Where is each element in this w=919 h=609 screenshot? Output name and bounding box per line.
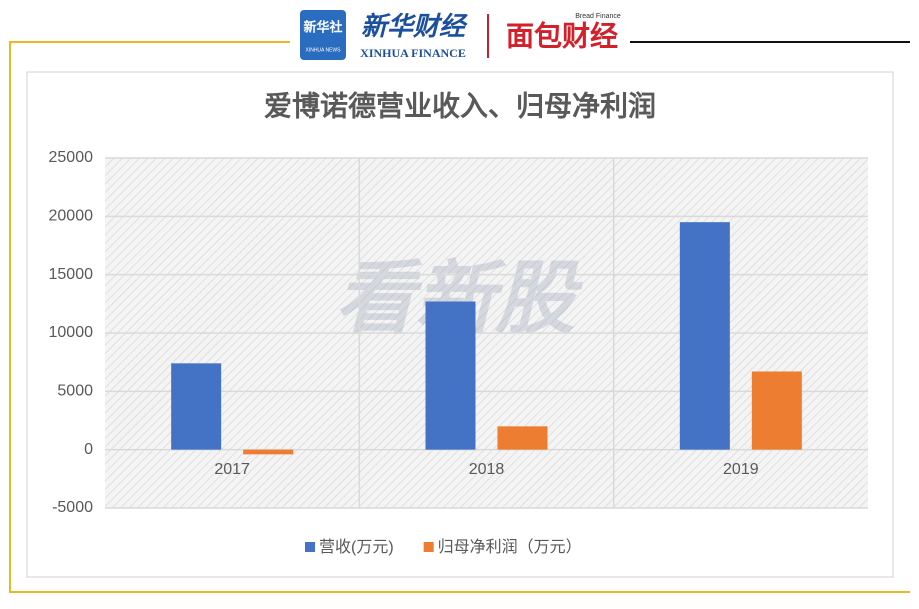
bar bbox=[679, 222, 730, 450]
bar bbox=[425, 301, 476, 450]
legend-label: 归母净利润（万元） bbox=[438, 538, 582, 556]
chart-title: 爱博诺德营业收入、归母净利润 bbox=[264, 89, 656, 121]
logo-text: 新华社 bbox=[303, 19, 342, 34]
partner-sub: Bread Finance bbox=[575, 13, 621, 20]
y-tick-label: 0 bbox=[84, 441, 93, 458]
y-tick-label: 15000 bbox=[49, 266, 94, 283]
bar bbox=[751, 371, 802, 450]
legend-label: 营收(万元) bbox=[319, 538, 394, 556]
legend-swatch bbox=[305, 542, 315, 552]
chart-layer: -5000 0 5000 10000 15000 20000 25000 2017 2018 20… bbox=[49, 149, 868, 556]
brand: 新华财经 bbox=[361, 11, 468, 41]
x-tick-label: 2018 bbox=[469, 461, 505, 478]
bar bbox=[171, 363, 222, 450]
y-tick-label: -5000 bbox=[52, 499, 93, 516]
partner: 面包财经 bbox=[506, 19, 618, 51]
brand-sub: XINHUA FINANCE bbox=[360, 46, 466, 60]
y-tick-label: 5000 bbox=[57, 383, 93, 400]
x-tick-label: 2019 bbox=[723, 461, 759, 478]
logo bbox=[300, 10, 346, 60]
legend-swatch bbox=[423, 542, 434, 552]
frame bbox=[9, 41, 910, 593]
x-tick-label: 2017 bbox=[214, 461, 250, 478]
y-tick-label: 20000 bbox=[49, 208, 94, 225]
y-tick-label: 25000 bbox=[49, 149, 94, 166]
bar bbox=[243, 449, 294, 455]
logo-sub: XINHUA NEWS bbox=[305, 47, 341, 53]
bar bbox=[497, 426, 548, 450]
y-tick-label: 10000 bbox=[49, 324, 94, 341]
